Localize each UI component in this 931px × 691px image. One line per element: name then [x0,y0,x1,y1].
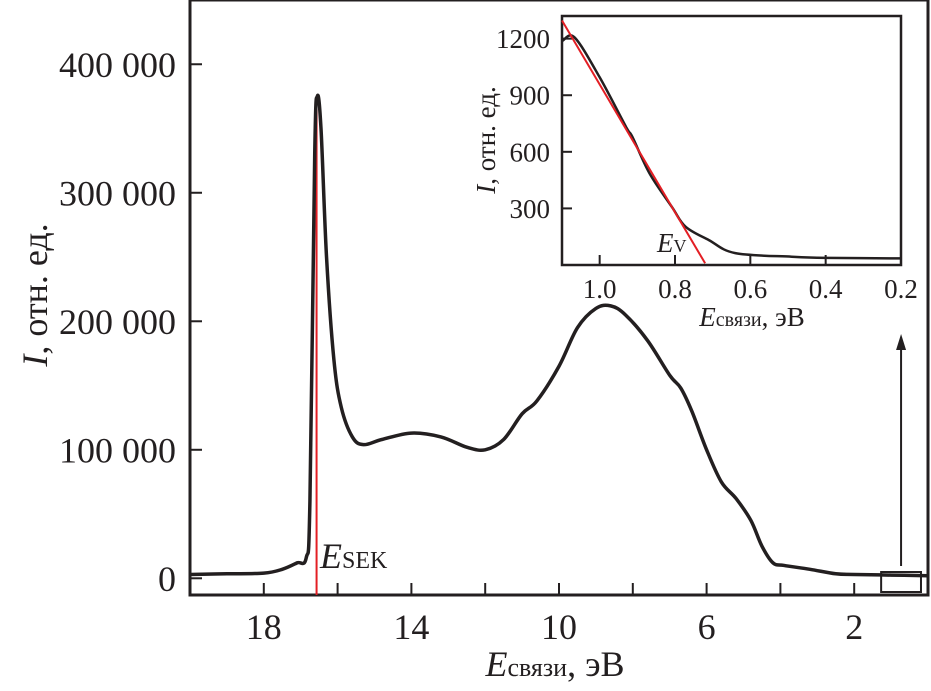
main-spectrum-line [189,93,929,578]
inset-y-tick-label: 300 [510,194,551,224]
main-x-tick-label: 10 [541,607,577,647]
main-y-axis-label: I, отн. ед. [15,223,55,367]
ev-label: EV [656,228,687,258]
main-x-axis-label: Eсвязи, эВ [484,644,624,684]
zoom-arrow-head [896,334,907,350]
inset-x-tick-label: 0.4 [809,274,843,304]
inset-y-axis-label: I, отн. ед. [471,86,501,195]
main-y-tick-label: 100 000 [59,430,176,470]
main-y-tick-label: 0 [158,559,176,599]
main-x-tick-label: 18 [246,607,282,647]
inset-x-tick-label: 0.8 [658,274,692,304]
inset-y-tick-label: 1200 [496,24,550,54]
inset-x-tick-label: 0.2 [884,274,918,304]
inset-spectrum-line [562,34,902,260]
inset-x-tick-label: 0.6 [733,274,767,304]
main-x-tick-label: 6 [698,607,716,647]
main-x-tick-label: 14 [393,607,429,647]
zoom-box [880,571,922,593]
main-y-tick-label: 200 000 [59,302,176,342]
esek-label: ESEK [319,536,388,576]
inset-y-tick-label: 600 [510,137,551,167]
main-y-tick-label: 300 000 [59,173,176,213]
main-x-tick-label: 2 [845,607,863,647]
inset-x-axis-label: Eсвязи, эВ [698,302,804,332]
inset-y-tick-label: 900 [510,81,551,111]
inset-fit-red-line [561,20,706,264]
main-plot: 18 14 10 6 2 0 100 000 200 000 300 000 400 000 [59,0,930,647]
inset-x-tick-label: 1.0 [583,274,617,304]
main-y-tick-label: 400 000 [59,45,176,85]
inset-frame [560,14,903,267]
inset-plot: 1.0 0.8 0.6 0.4 0.2 300 600 900 1200 [496,14,918,304]
